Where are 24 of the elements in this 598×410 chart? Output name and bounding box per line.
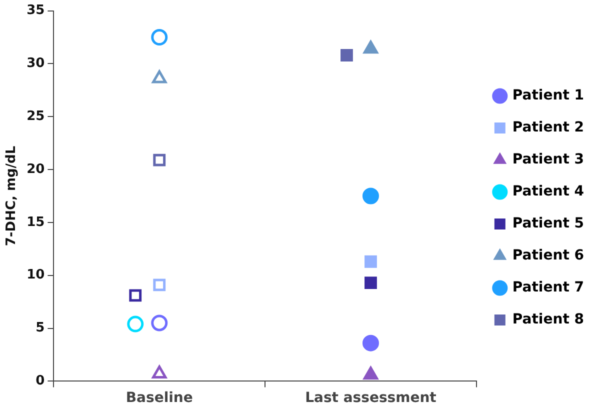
y-tick-label: 35 — [26, 3, 45, 18]
point — [363, 366, 378, 380]
x-tick-label: Baseline — [126, 390, 193, 406]
legend-label: Patient 2 — [512, 120, 584, 136]
y-tick-label: 20 — [26, 162, 45, 177]
x-tick-label: Last assessment — [305, 390, 437, 406]
legend-label: Patient 4 — [512, 184, 584, 200]
legend-label: Patient 6 — [512, 248, 584, 264]
point — [364, 255, 377, 268]
legend-label: Patient 5 — [512, 216, 584, 232]
point — [362, 334, 379, 352]
y-tick-label: 15 — [26, 214, 45, 230]
y-tick-label: 30 — [26, 56, 45, 72]
y-axis-title: 7-DHC, mg/dL — [4, 146, 20, 246]
y-tick-label: 10 — [26, 268, 45, 283]
point — [364, 276, 377, 289]
point — [362, 188, 379, 204]
legend-label: Patient 7 — [512, 280, 584, 296]
legend-label: Patient 1 — [512, 88, 584, 104]
y-tick-label: 5 — [36, 320, 45, 336]
y-tick-label: 25 — [26, 109, 45, 124]
y-tick-label: 0 — [36, 374, 45, 389]
legend-label: Patient 8 — [512, 312, 584, 328]
legend-label: Patient 3 — [512, 152, 584, 168]
